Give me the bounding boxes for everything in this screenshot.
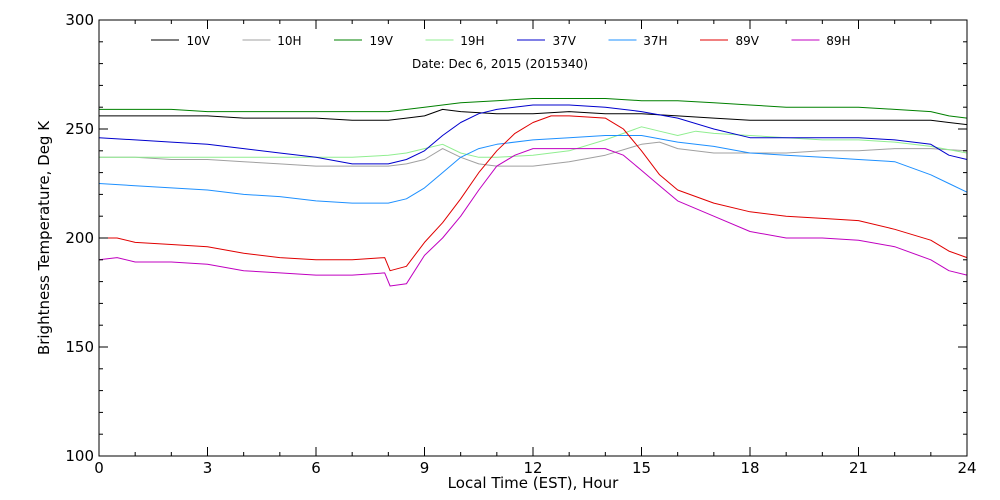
x-tick-label: 0 xyxy=(94,459,104,477)
legend-label-37v: 37V xyxy=(553,34,577,48)
legend-label-19h: 19H xyxy=(460,34,484,48)
series-line-19v xyxy=(99,98,968,119)
series-line-89h xyxy=(98,148,968,287)
series-line-89v xyxy=(99,115,968,272)
y-tick-label: 150 xyxy=(65,338,94,356)
x-tick-label: 6 xyxy=(311,459,321,477)
y-tick-label: 200 xyxy=(65,229,94,247)
y-tick-label: 300 xyxy=(65,11,94,29)
series-layer xyxy=(98,98,968,287)
legend-label-89h: 89H xyxy=(826,34,850,48)
x-tick-label: 15 xyxy=(632,459,651,477)
x-tick-label: 12 xyxy=(523,459,542,477)
x-axis-title: Local Time (EST), Hour xyxy=(448,474,619,492)
x-tick-label: 18 xyxy=(740,459,759,477)
x-tick-label: 3 xyxy=(203,459,213,477)
series-line-10v xyxy=(99,108,968,126)
legend-label-37h: 37H xyxy=(643,34,667,48)
series-line-37v xyxy=(98,104,968,165)
legend-label-89v: 89V xyxy=(736,34,760,48)
legend: 10V 10H 19V 19H 37V 37H 89V 89H xyxy=(151,34,851,48)
x-tick-label: 24 xyxy=(957,459,976,477)
series-line-37h xyxy=(98,135,968,204)
y-tick-label: 100 xyxy=(65,447,94,465)
legend-label-10v: 10V xyxy=(187,34,211,48)
x-tick-label: 21 xyxy=(849,459,868,477)
legend-label-19v: 19V xyxy=(370,34,394,48)
x-tick-label: 9 xyxy=(420,459,430,477)
date-annotation: Date: Dec 6, 2015 (2015340) xyxy=(412,57,588,71)
legend-label-10h: 10H xyxy=(277,34,301,48)
axis-ticks: 0 3 6 9 12 15 18 21 24 100 150 200 250 300 xyxy=(65,11,976,477)
y-axis-title: Brightness Temperature, Deg K xyxy=(35,120,53,355)
y-tick-label: 250 xyxy=(65,120,94,138)
